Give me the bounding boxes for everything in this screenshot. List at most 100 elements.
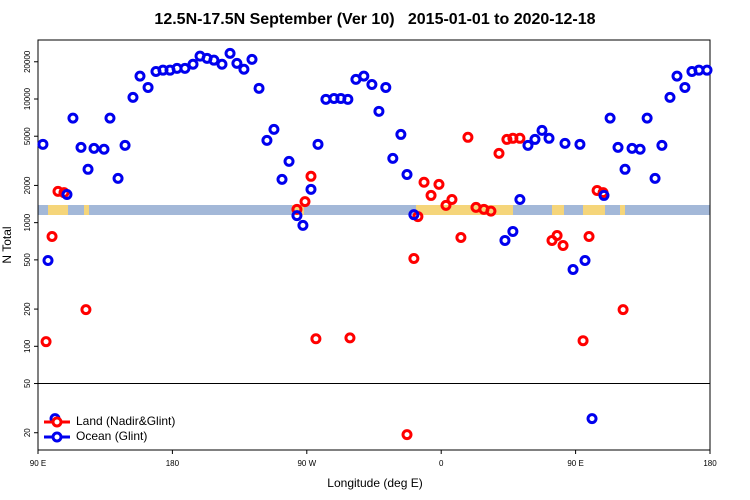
y-tick-label: 1000 (23, 213, 32, 231)
point (514, 193, 526, 205)
point (268, 123, 280, 135)
x-tick-label: 180 (166, 459, 180, 468)
point (358, 70, 370, 82)
y-tick-label: 100 (23, 339, 32, 353)
point (224, 47, 236, 59)
point (127, 91, 139, 103)
point (37, 138, 49, 150)
point (583, 230, 595, 242)
x-tick-label: 0 (439, 459, 444, 468)
point (82, 163, 94, 175)
y-tick-label: 200 (23, 302, 32, 316)
point (142, 81, 154, 93)
point (366, 78, 378, 90)
point (134, 70, 146, 82)
x-tick-label: 90 E (30, 459, 46, 468)
point (98, 143, 110, 155)
point (312, 138, 324, 150)
point (543, 132, 555, 144)
y-tick-label: 20 (23, 428, 32, 437)
point (305, 183, 317, 195)
point (80, 304, 92, 316)
y-tick-label: 50 (23, 379, 32, 388)
point (501, 133, 513, 145)
point (88, 142, 100, 154)
point (634, 143, 646, 155)
y-axis-label: N Total (0, 226, 14, 263)
point (619, 163, 631, 175)
point (276, 173, 288, 185)
point (401, 429, 413, 441)
point (529, 133, 541, 145)
y-tick-label: 20000 (23, 50, 32, 73)
point (231, 57, 243, 69)
point (238, 63, 250, 75)
point (104, 112, 116, 124)
point (574, 138, 586, 150)
point (380, 81, 392, 93)
point (418, 176, 430, 188)
legend-marker (51, 431, 63, 443)
point (485, 205, 497, 217)
point (305, 170, 317, 182)
point (455, 231, 467, 243)
point (522, 139, 534, 151)
y-tick-label: 2000 (23, 176, 32, 194)
point (586, 413, 598, 425)
y-tick-label: 500 (23, 253, 32, 267)
legend-label: Land (Nadir&Glint) (76, 414, 175, 428)
legend-marker (51, 416, 63, 428)
point (395, 128, 407, 140)
point (387, 152, 399, 164)
chart-title: 12.5N-17.5N September (Ver 10) 2015-01-0… (154, 11, 595, 28)
point (408, 252, 420, 264)
point (664, 91, 676, 103)
point (119, 139, 131, 151)
point (617, 304, 629, 316)
point (536, 124, 548, 136)
point (514, 132, 526, 144)
point (216, 58, 228, 70)
x-axis-label: Longitude (deg E) (327, 476, 422, 490)
point (283, 155, 295, 167)
point (310, 333, 322, 345)
point (52, 185, 64, 197)
legend-label: Ocean (Glint) (76, 429, 147, 443)
point (499, 234, 511, 246)
point (373, 105, 385, 117)
point (559, 137, 571, 149)
point (46, 230, 58, 242)
point (446, 193, 458, 205)
point (40, 336, 52, 348)
x-tick-label: 180 (703, 459, 717, 468)
point (208, 54, 220, 66)
point (567, 263, 579, 275)
point (440, 199, 452, 211)
x-tick-label: 90 W (297, 459, 316, 468)
point (342, 93, 354, 105)
point (701, 64, 713, 76)
point (641, 112, 653, 124)
point (671, 70, 683, 82)
point (246, 53, 258, 65)
point (425, 189, 437, 201)
point (579, 255, 591, 267)
point (42, 255, 54, 267)
point (408, 209, 420, 221)
point (297, 219, 309, 231)
point (433, 178, 445, 190)
map-strip (38, 205, 710, 215)
point (291, 210, 303, 222)
x-tick-label: 90 E (567, 459, 583, 468)
point (493, 147, 505, 159)
y-tick-label: 10000 (23, 87, 32, 110)
point (462, 131, 474, 143)
point (604, 112, 616, 124)
point (67, 112, 79, 124)
point (649, 172, 661, 184)
point (612, 141, 624, 153)
point (61, 188, 73, 200)
point (253, 82, 265, 94)
point (577, 335, 589, 347)
